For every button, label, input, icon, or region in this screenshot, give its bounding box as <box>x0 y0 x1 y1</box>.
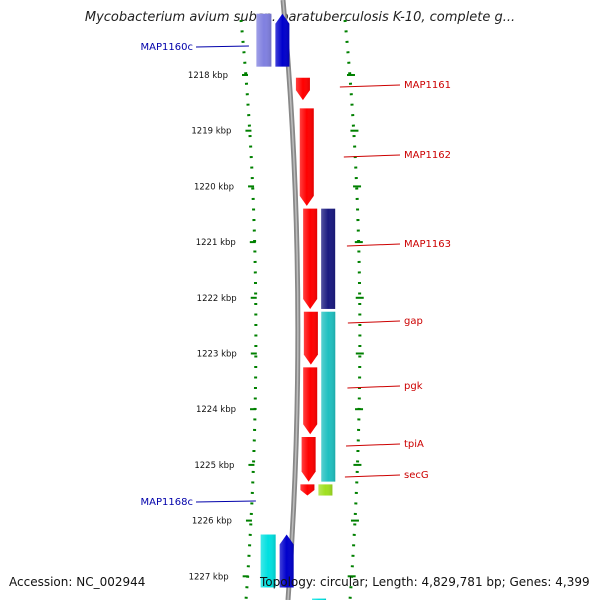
gene-arrow-forward-shade <box>303 208 318 309</box>
backbone-highlight <box>282 0 299 600</box>
tick-label: 1225 kbp <box>194 461 234 471</box>
gene-label-leader <box>346 243 401 247</box>
scale-ticks: 1218 kbp 1219 kbp 1220 kbp 1221 kbp 1222 kbp… <box>188 71 364 582</box>
feature-track <box>256 13 336 600</box>
tick-label: 1227 kbp <box>189 572 229 582</box>
accession-text: Accession: NC_002944 <box>9 575 146 589</box>
map-title: Mycobacterium avium subsp. paratuberculo… <box>84 10 516 25</box>
gene-label: gap <box>404 316 423 327</box>
gene-arrow-forward-shade <box>300 484 315 496</box>
genome-summary: Topology: circular; Length: 4,829,781 bp… <box>260 575 590 589</box>
tick-label: 1221 kbp <box>196 238 236 248</box>
gene-label: MAP1161 <box>404 80 451 91</box>
gene-label: MAP1163 <box>404 239 451 250</box>
gene-arrow-reverse-shade <box>279 534 294 588</box>
gene-label-leader <box>346 443 401 447</box>
outer-dotted-ring <box>239 19 258 600</box>
gene-label: MAP1162 <box>404 150 451 161</box>
feature-ring-guides <box>239 19 362 600</box>
gene-arrow-forward-shade <box>295 77 310 101</box>
gene-label-leader <box>195 45 249 48</box>
gene-track <box>275 13 318 588</box>
gene-arrow-forward-shade <box>303 311 318 365</box>
tick-label: 1219 kbp <box>191 127 231 137</box>
gene-arrow-forward-shade <box>301 437 316 482</box>
tick-label: 1223 kbp <box>197 350 237 360</box>
gene-label: tpiA <box>404 439 424 450</box>
gene-arrow-forward-shade <box>299 108 314 206</box>
gene-label-leader <box>347 385 401 389</box>
gene-labels: MAP1160c MAP1161 MAP1162 MAP1163 gap pgk tpiA s… <box>141 42 451 508</box>
tick-label: 1226 kbp <box>192 517 232 527</box>
gene-label-leader <box>195 500 256 503</box>
inner-dotted-ring <box>343 19 362 600</box>
feature-bar-inner-shade <box>312 598 327 600</box>
feature-bar-outer-shade <box>256 13 272 67</box>
feature-bar-inner-shade <box>321 208 336 309</box>
gene-label: MAP1160c <box>141 42 193 53</box>
gene-label: secG <box>404 470 429 481</box>
gene-label-leader <box>344 474 401 478</box>
gene-label: pgk <box>404 381 423 392</box>
gene-arrow-forward-shade <box>303 367 318 435</box>
gene-label: MAP1168c <box>141 497 193 508</box>
gene-label-leader <box>347 320 401 324</box>
gene-label-leader <box>339 84 401 88</box>
tick-label: 1220 kbp <box>194 182 234 192</box>
tick-label: 1224 kbp <box>196 405 236 415</box>
feature-bar-outer-shade <box>260 534 276 588</box>
feature-bar-inner-shade <box>321 311 336 482</box>
tick-label: 1218 kbp <box>188 71 228 81</box>
gene-label-leader <box>343 154 401 158</box>
tick-label: 1222 kbp <box>197 294 237 304</box>
gene-arrow-reverse-shade <box>275 13 290 67</box>
feature-bar-inner-shade <box>318 484 333 496</box>
